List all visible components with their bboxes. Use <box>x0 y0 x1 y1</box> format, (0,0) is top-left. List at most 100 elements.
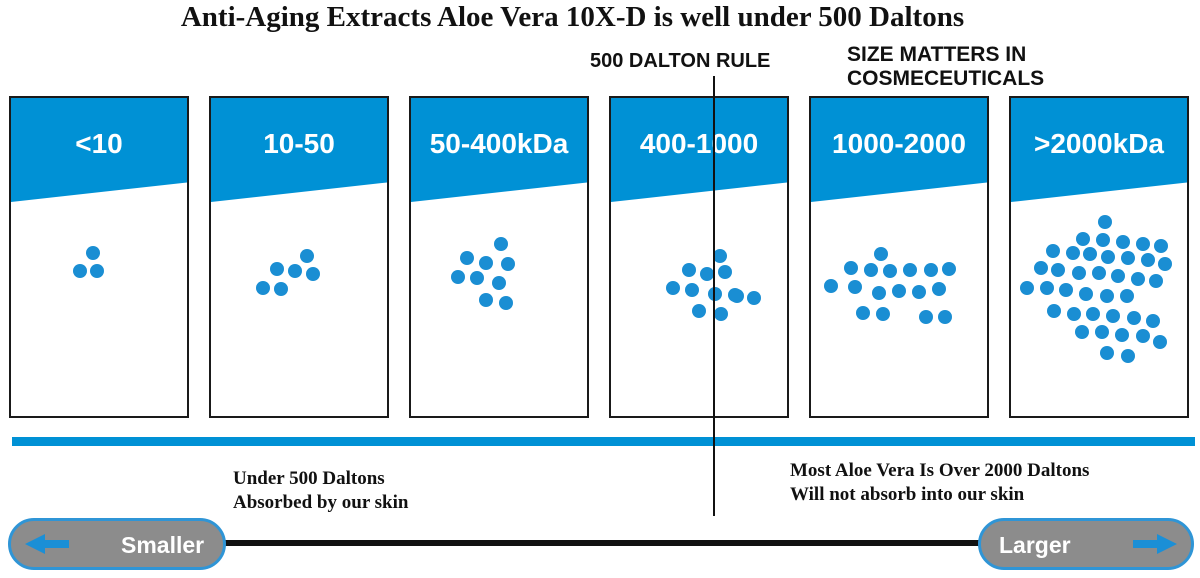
molecule-dot <box>1075 325 1089 339</box>
molecule-cluster <box>73 246 104 278</box>
molecule-dot <box>700 267 714 281</box>
molecule-dot <box>1083 247 1097 261</box>
dalton-rule-line <box>713 76 715 516</box>
molecule-dot <box>876 307 890 321</box>
molecule-dot <box>1111 269 1125 283</box>
molecule-dot <box>1146 314 1160 328</box>
molecule-cluster <box>824 247 956 324</box>
size-matters-line-1: SIZE MATTERS IN <box>847 43 1027 66</box>
larger-label: Larger <box>999 532 1071 558</box>
molecule-dot <box>479 256 493 270</box>
not-absorbed-note: Most Aloe Vera Is Over 2000 Daltons Will… <box>790 459 1089 507</box>
molecule-dot <box>1127 311 1141 325</box>
panel-size-6: >2000kDa <box>1009 96 1189 418</box>
molecule-dot <box>288 264 302 278</box>
molecule-dot <box>883 264 897 278</box>
panel-size-1: <10 <box>9 96 189 418</box>
molecule-dot <box>501 257 515 271</box>
size-matters-line-2: COSMECEUTICALS <box>847 67 1045 90</box>
molecule-dot <box>1121 349 1135 363</box>
smaller-label: Smaller <box>121 532 205 558</box>
arrow-left-icon <box>25 534 69 554</box>
molecule-dot <box>730 289 744 303</box>
molecule-dot <box>1034 261 1048 275</box>
molecule-dot <box>1092 266 1106 280</box>
molecule-dot <box>874 247 888 261</box>
molecule-dot <box>1072 266 1086 280</box>
not-absorbed-note-line-1: Most Aloe Vera Is Over 2000 Daltons <box>790 460 1090 481</box>
molecule-dot <box>499 296 513 310</box>
molecule-dot <box>1096 233 1110 247</box>
molecule-dot <box>713 249 727 263</box>
molecule-dot <box>86 246 100 260</box>
molecule-dot <box>919 310 933 324</box>
molecule-dot <box>1116 235 1130 249</box>
molecule-dot <box>1046 244 1060 258</box>
molecule-dot <box>666 281 680 295</box>
molecule-dot <box>1120 289 1134 303</box>
size-scale-line <box>225 540 985 546</box>
molecule-dot <box>306 267 320 281</box>
molecule-dot <box>1106 309 1120 323</box>
molecule-dot <box>938 310 952 324</box>
panel-header-band <box>611 98 787 202</box>
molecule-dot <box>912 285 926 299</box>
molecule-dot <box>492 276 506 290</box>
molecule-dot <box>479 293 493 307</box>
molecule-dot <box>856 306 870 320</box>
molecule-dot <box>1136 329 1150 343</box>
molecule-dot <box>256 281 270 295</box>
molecule-dot <box>460 251 474 265</box>
molecule-dot <box>1154 239 1168 253</box>
molecule-dot <box>903 263 917 277</box>
molecule-dot <box>1098 215 1112 229</box>
molecule-dot <box>682 263 696 277</box>
molecule-dot <box>1020 281 1034 295</box>
molecule-dot <box>892 284 906 298</box>
dalton-rule-label: 500 DALTON RULE <box>590 50 771 72</box>
panel-size-2: 10-50 <box>209 96 389 418</box>
panel-size-5: 1000-2000 <box>809 96 989 418</box>
molecule-dot <box>1101 250 1115 264</box>
molecule-dot <box>1086 307 1100 321</box>
molecule-dot <box>1115 328 1129 342</box>
size-matters-heading: SIZE MATTERS IN COSMECEUTICALS <box>847 43 1044 91</box>
panel-label: 1000-2000 <box>832 128 966 159</box>
molecule-dot <box>1121 251 1135 265</box>
molecule-dot <box>451 270 465 284</box>
molecule-dot <box>685 283 699 297</box>
panel-label: >2000kDa <box>1033 128 1164 159</box>
molecule-dot <box>1051 263 1065 277</box>
page-title: Anti-Aging Extracts Aloe Vera 10X-D is w… <box>180 1 965 33</box>
absorbed-note-line-1: Under 500 Daltons <box>233 468 385 489</box>
molecule-dot <box>1149 274 1163 288</box>
molecule-dot <box>274 282 288 296</box>
panel-size-3: 50-400kDa <box>409 96 589 418</box>
molecule-dot <box>714 307 728 321</box>
panel-header-band <box>11 98 187 202</box>
absorbed-note: Under 500 Daltons Absorbed by our skin <box>233 467 408 515</box>
molecule-dot <box>824 279 838 293</box>
panel-label: 10-50 <box>263 128 335 159</box>
panel-header-band <box>1011 98 1187 202</box>
divider-bar <box>12 437 1195 446</box>
molecule-dot <box>1158 257 1172 271</box>
molecule-dot <box>1076 232 1090 246</box>
molecule-dot <box>1100 346 1114 360</box>
molecule-dot <box>864 263 878 277</box>
molecule-dot <box>1141 253 1155 267</box>
smaller-pill: Smaller <box>8 518 226 570</box>
panel-label: <10 <box>75 128 123 159</box>
molecule-dot <box>494 237 508 251</box>
molecule-dot <box>470 271 484 285</box>
molecule-dot <box>300 249 314 263</box>
molecule-dot <box>692 304 706 318</box>
panel-label: 50-400kDa <box>429 128 569 159</box>
molecule-cluster <box>1020 215 1172 363</box>
panel-header-band <box>211 98 387 202</box>
not-absorbed-note-line-2: Will not absorb into our skin <box>790 484 1025 505</box>
molecule-dot <box>1059 283 1073 297</box>
molecule-dot <box>1040 281 1054 295</box>
molecule-dot <box>932 282 946 296</box>
molecule-dot <box>1067 307 1081 321</box>
